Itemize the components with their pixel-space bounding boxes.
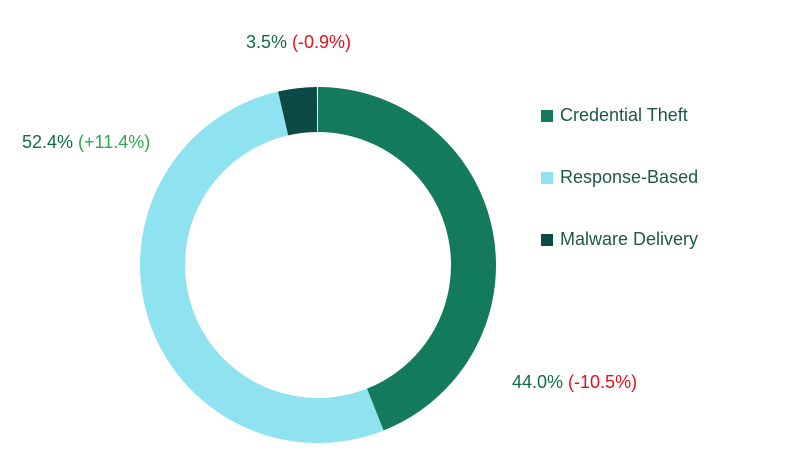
change-label: (-0.9%) [292,32,351,52]
legend-label: Malware Delivery [560,229,698,249]
change-label: (+11.4%) [78,132,150,152]
legend-swatch [541,234,553,246]
data-label: 44.0% (-10.5%) [512,372,637,392]
legend-label: Credential Theft [560,105,688,125]
donut-segment [318,87,497,431]
legend-label: Response-Based [560,167,698,187]
legend-swatch [541,110,553,122]
donut-segment [278,87,318,136]
value-label: 3.5% [246,32,287,52]
value-label: 44.0% [512,372,563,392]
donut-segment [139,91,384,444]
change-label: (-10.5%) [568,372,637,392]
value-label: 52.4% [22,132,73,152]
data-label: 3.5% (-0.9%) [246,32,351,52]
legend-swatch [541,172,553,184]
data-label: 52.4% (+11.4%) [22,132,150,152]
